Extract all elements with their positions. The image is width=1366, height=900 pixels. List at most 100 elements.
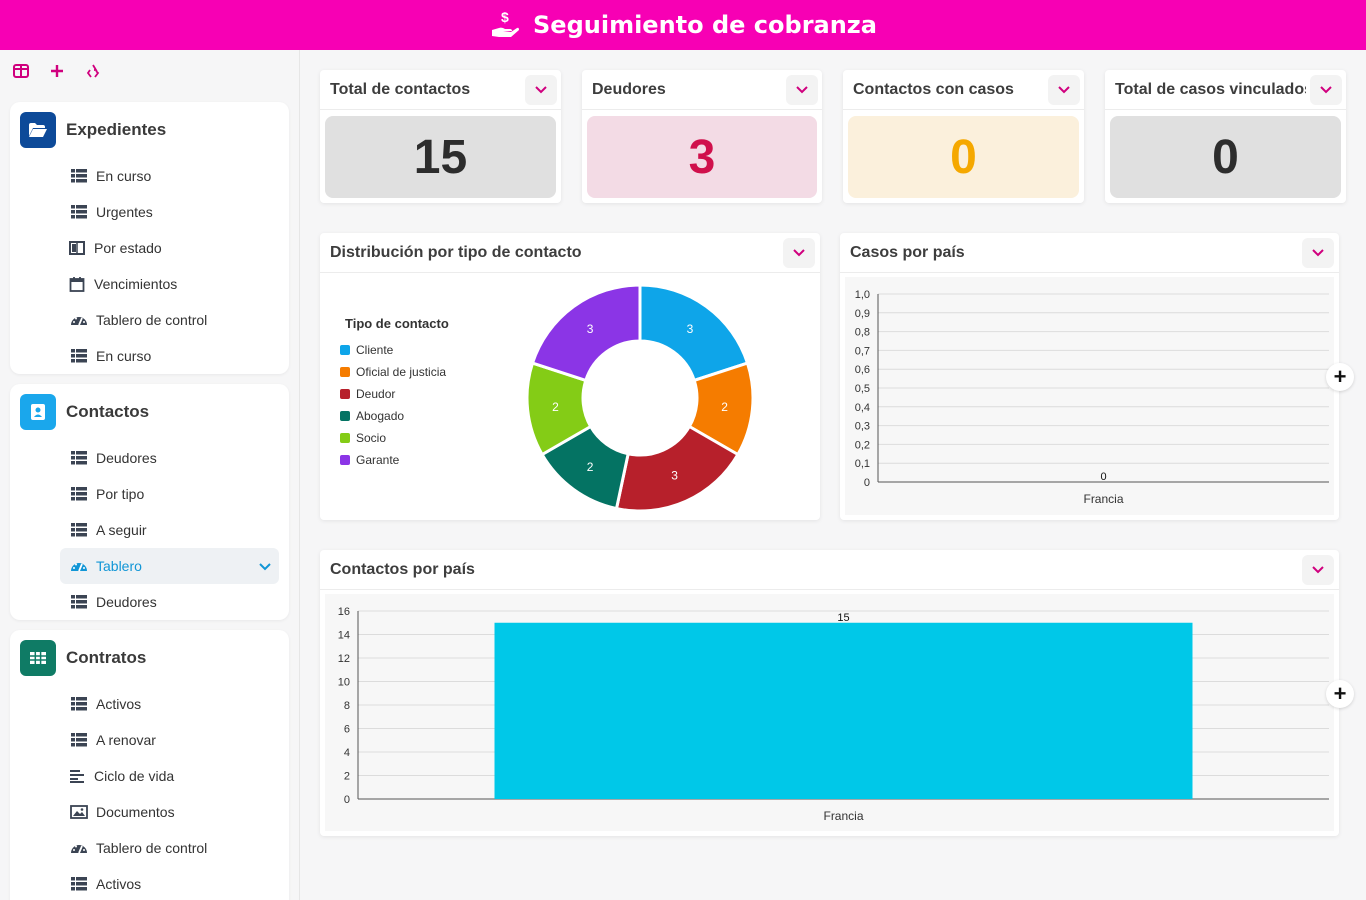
table-icon [70, 696, 88, 712]
chart-title: Contactos por país [330, 560, 475, 578]
sidebar-item-label: Tablero de control [96, 312, 208, 328]
legend-label: Deudor [356, 387, 396, 401]
folder-open-icon [20, 112, 56, 148]
add-widget-button[interactable]: + [1326, 680, 1354, 708]
sidebar-item-documentos[interactable]: Documentos [10, 794, 289, 830]
y-tick-label: 0 [864, 477, 870, 489]
chevron-down-icon[interactable] [786, 75, 818, 105]
sidebar-item-tablero[interactable]: Tablero [60, 548, 279, 584]
y-tick-label: 0 [344, 794, 350, 806]
nav-group-header[interactable]: Contactos [10, 384, 289, 440]
sidebar-item-label: Ciclo de vida [94, 768, 175, 784]
sidebar-item-label: Urgentes [96, 204, 153, 220]
sidebar-item-a-seguir[interactable]: A seguir [10, 512, 289, 548]
app-header: $ Seguimiento de cobranza [0, 0, 1366, 50]
legend-swatch [340, 389, 350, 399]
legend-swatch [340, 345, 350, 355]
card-title: Contactos con casos [853, 80, 1014, 98]
legend-item[interactable]: Garante [340, 453, 399, 467]
pie-slice-label: 3 [687, 322, 694, 336]
chevron-down-icon[interactable] [1302, 555, 1334, 585]
table-icon [70, 168, 88, 184]
sidebar-item-label: En curso [96, 348, 152, 364]
sidebar-item-activos[interactable]: Activos [10, 686, 289, 722]
kpi-value: 0 [848, 116, 1079, 198]
chevron-down-icon[interactable] [1302, 238, 1334, 268]
pie-slice-label: 2 [587, 460, 594, 474]
sidebar-item-por-estado[interactable]: Por estado [10, 230, 289, 266]
sidebar-item-vencimientos[interactable]: Vencimientos [10, 266, 289, 302]
bar-data-label: 15 [837, 612, 849, 624]
card-title: Total de casos vinculados [1115, 80, 1306, 98]
bar-data-label: 0 [1100, 471, 1106, 483]
kanban-icon [68, 240, 86, 256]
sidebar-item-deudores-2[interactable]: Deudores [10, 584, 289, 620]
y-tick-label: 10 [338, 677, 350, 689]
y-tick-label: 14 [338, 630, 350, 642]
sidebar-item-activos-2[interactable]: Activos [10, 866, 289, 900]
legend-item[interactable]: Abogado [340, 409, 404, 423]
chevron-down-icon[interactable] [1310, 75, 1342, 105]
chevron-down-icon[interactable] [525, 75, 557, 105]
add-widget-button[interactable]: + [1326, 363, 1354, 391]
legend-label: Oficial de justicia [356, 365, 447, 379]
chevron-down-icon[interactable] [783, 238, 815, 268]
y-tick-label: 0,1 [855, 458, 870, 470]
pie-slice-label: 3 [671, 469, 678, 483]
chevron-down-icon[interactable] [259, 558, 271, 574]
pie-slice [530, 283, 642, 383]
plus-icon[interactable] [46, 60, 68, 82]
y-tick-label: 0,4 [855, 402, 870, 414]
sidebar-item-deudores[interactable]: Deudores [10, 440, 289, 476]
pie-slice [614, 424, 740, 513]
sidebar-item-label: A seguir [96, 522, 147, 538]
y-tick-label: 2 [344, 771, 350, 783]
legend-label: Garante [356, 453, 400, 467]
kpi-card-total-contactos: Total de contactos 15 [320, 70, 561, 203]
gauge-icon [70, 558, 88, 574]
legend-item[interactable]: Oficial de justicia [340, 365, 446, 379]
sidebar-item-label: Vencimientos [94, 276, 178, 292]
layout-icon[interactable] [10, 60, 32, 82]
sidebar-item-label: Documentos [96, 804, 175, 820]
hand-coin-icon: $ [489, 9, 521, 41]
table-icon [70, 348, 88, 364]
legend-item[interactable]: Deudor [340, 387, 395, 401]
sidebar-item-tablero-de-control-2[interactable]: Tablero de control [10, 830, 289, 866]
sidebar-item-label: Por estado [94, 240, 162, 256]
pie-slice-label: 3 [587, 322, 594, 336]
nav-group-expedientes: Expedientes En curso Urgentes Por estado… [10, 102, 289, 374]
kpi-card-deudores: Deudores 3 [582, 70, 822, 203]
chart-card-tipo-contacto: Distribución por tipo de contacto Tipo d… [320, 233, 820, 520]
table-icon [70, 522, 88, 538]
sidebar-item-label: Por tipo [96, 486, 145, 502]
table-icon [70, 594, 88, 610]
chevron-down-icon[interactable] [1048, 75, 1080, 105]
nav-group-header[interactable]: Contratos [10, 630, 289, 686]
kpi-card-total-casos-vinculados: Total de casos vinculados 0 [1105, 70, 1346, 203]
donut-chart: 3 2 3 2 2 3 [525, 283, 755, 513]
sidebar-item-urgentes[interactable]: Urgentes [10, 194, 289, 230]
svg-text:$: $ [501, 9, 509, 25]
table-icon [70, 450, 88, 466]
legend-swatch [340, 433, 350, 443]
sidebar-item-label: Deudores [96, 450, 157, 466]
recycle-icon[interactable] [82, 60, 104, 82]
sidebar-item-en-curso[interactable]: En curso [10, 158, 289, 194]
pie-slice-label: 2 [721, 400, 728, 414]
chart-title: Casos por país [850, 243, 965, 261]
sidebar-item-en-curso-2[interactable]: En curso [10, 338, 289, 374]
table-icon [70, 486, 88, 502]
sidebar-item-tablero-de-control[interactable]: Tablero de control [10, 302, 289, 338]
nav-group-header[interactable]: Expedientes [10, 102, 289, 158]
sidebar-item-ciclo-de-vida[interactable]: Ciclo de vida [10, 758, 289, 794]
y-tick-label: 0,7 [855, 345, 870, 357]
sidebar-item-por-tipo[interactable]: Por tipo [10, 476, 289, 512]
chart-card-contactos-por-pais: Contactos por país 0 2 4 6 8 10 12 14 16 15 Franci… [320, 550, 1339, 836]
legend-item[interactable]: Socio [340, 431, 386, 445]
sidebar-item-label: Activos [96, 696, 142, 712]
sidebar-item-a-renovar[interactable]: A renovar [10, 722, 289, 758]
legend-item[interactable]: Cliente [340, 343, 393, 357]
image-icon [70, 804, 88, 820]
gauge-icon [70, 312, 88, 328]
